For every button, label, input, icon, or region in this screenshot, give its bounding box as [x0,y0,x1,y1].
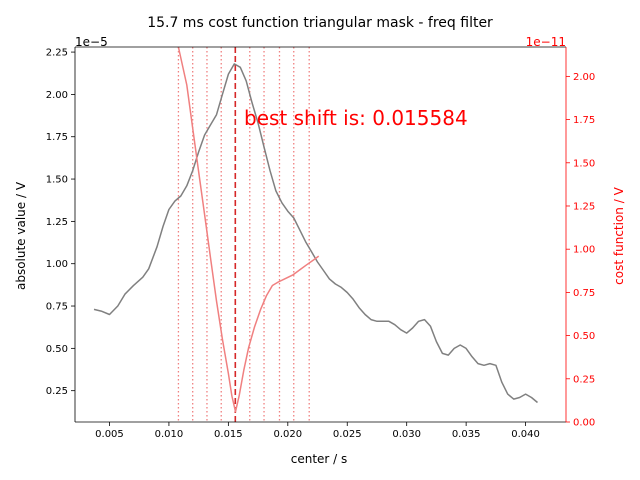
y-left-tick-label-0: 0.25 [46,386,68,397]
y-left-tick-label-7: 2.00 [46,90,68,101]
x-tick-label-6: 0.035 [452,429,481,440]
y-right-tick-label-4: 1.00 [573,245,595,256]
y-left-offset-label: 1e−5 [75,35,108,49]
y-right-tick-label-6: 1.50 [573,158,595,169]
y-right-tick-label-0: 0.00 [573,418,595,429]
y-left-tick-label-4: 1.25 [46,217,68,228]
y-right-tick-label-5: 1.25 [573,201,595,212]
y-left-tick-label-8: 2.25 [46,48,68,59]
y-right-offset-label: 1e−11 [526,35,566,49]
plot-area [75,47,566,422]
y-left-tick-label-2: 0.75 [46,302,68,313]
y-right-tick-label-1: 0.25 [573,374,595,385]
absolute-value-line [93,63,538,404]
x-tick-label-3: 0.020 [273,429,302,440]
x-tick-label-7: 0.040 [511,429,540,440]
cost-function-line [177,46,320,413]
y-right-tick-label-7: 1.75 [573,115,595,126]
y-right-axis-label: cost function / V [612,186,626,284]
x-tick-label-4: 0.025 [333,429,362,440]
best-shift-annotation: best shift is: 0.015584 [244,106,468,130]
x-tick-label-1: 0.010 [155,429,184,440]
y-left-tick-label-1: 0.50 [46,344,68,355]
x-tick-label-5: 0.030 [392,429,421,440]
y-left-tick-label-6: 1.75 [46,132,68,143]
y-right-tick-label-3: 0.75 [573,288,595,299]
x-tick-label-2: 0.015 [214,429,243,440]
y-right-tick-label-2: 0.50 [573,331,595,342]
axes-layer: 0.005 0.010 0.015 0.020 0.025 0.030 0.035 0.040… [46,46,595,440]
x-axis-label: center / s [291,452,348,466]
x-tick-label-0: 0.005 [95,429,124,440]
mask-lines [177,47,310,422]
series-layer [93,46,538,413]
y-right-tick-label-8: 2.00 [573,72,595,83]
y-left-axis-label: absolute value / V [14,181,28,290]
plot-background [75,47,566,422]
y-left-tick-label-5: 1.50 [46,175,68,186]
chart-title: 15.7 ms cost function triangular mask - … [147,15,493,31]
y-left-tick-label-3: 1.00 [46,259,68,270]
